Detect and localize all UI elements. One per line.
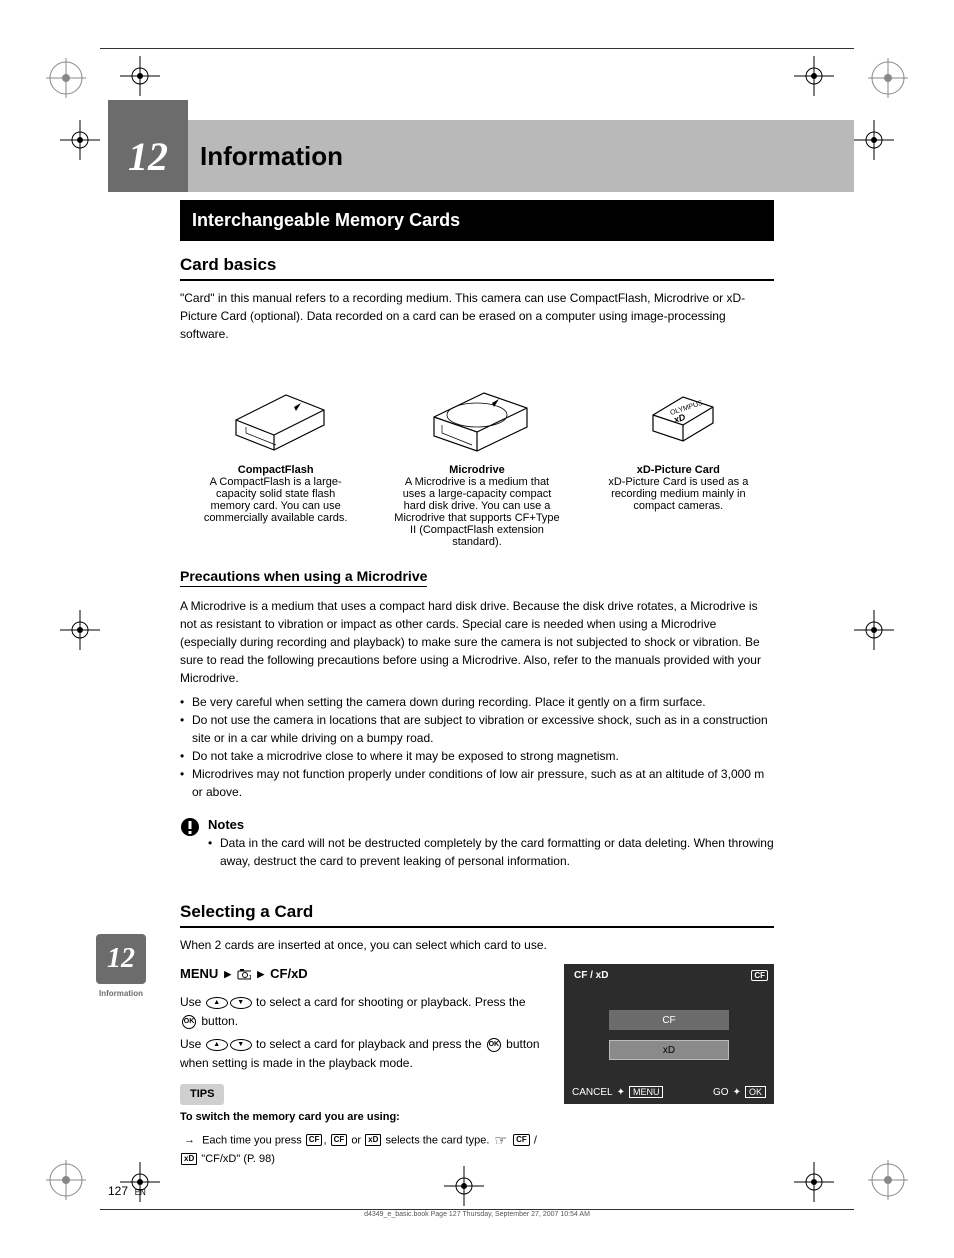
notes-title: Notes [208, 817, 774, 832]
microdrive-intro: A Microdrive is a medium that uses a com… [180, 597, 774, 687]
cf-badge-icon: CF [331, 1134, 348, 1146]
crop-mark-icon [46, 1160, 86, 1200]
crop-mark-icon [60, 120, 100, 160]
lcd-screen: CF / xD CF CF xD CANCEL✦MENU GO✦OK [564, 964, 774, 1104]
microdrive-subhead: Precautions when using a Microdrive [180, 568, 427, 587]
bullet-item: Microdrives may not function properly un… [180, 765, 774, 801]
notes-block: Notes Data in the card will not be destr… [180, 817, 774, 870]
crop-mark-icon [794, 1162, 834, 1202]
ok-button-icon: OK [487, 1038, 501, 1052]
xd-card-icon: OLYMPUS xD [633, 375, 723, 455]
notes-body: Data in the card will not be destructed … [208, 834, 774, 870]
chapter-number: 12 [108, 120, 188, 192]
card-name: CompactFlash [238, 464, 314, 476]
chevron-right-icon: ▶ [224, 967, 231, 981]
chevron-right-icon: ▶ [257, 967, 264, 981]
lcd-title: CF / xD [574, 970, 608, 981]
cf-badge-icon: CF [306, 1134, 323, 1146]
card-desc: A Microdrive is a medium that uses a lar… [392, 476, 562, 548]
camera-menu-icon: 1 [237, 969, 251, 979]
down-dpad-icon: ▼ [230, 1039, 252, 1051]
step-line: Use ▲▼ to select a card for playback and… [180, 1035, 546, 1073]
card-figure-row: CompactFlash A CompactFlash is a large-c… [180, 375, 774, 548]
tips-body: → Each time you press CF, CF or xD selec… [180, 1130, 546, 1168]
chapter-tab-extend [108, 100, 188, 120]
crop-mark-icon [854, 120, 894, 160]
tips-tag: TIPS [180, 1084, 224, 1106]
cf-badge-icon: CF [513, 1134, 530, 1146]
ok-button-icon: OK [182, 1015, 196, 1029]
compactflash-figure: CompactFlash A CompactFlash is a large-c… [201, 375, 351, 548]
section-heading-select: Selecting a Card [180, 888, 774, 928]
lcd-option-selected: xD [609, 1040, 729, 1060]
card-desc: xD-Picture Card is used as a recording m… [603, 476, 753, 512]
compactflash-icon [216, 375, 336, 455]
crop-frame [100, 48, 854, 49]
chapter-title: Information [188, 120, 343, 192]
select-intro: When 2 cards are inserted at once, you c… [180, 936, 774, 954]
page-number: 127 EN [108, 1184, 146, 1198]
print-footer: d4349_e_basic.book Page 127 Thursday, Se… [0, 1211, 954, 1218]
xd-badge-icon: xD [181, 1153, 197, 1165]
up-dpad-icon: ▲ [206, 997, 228, 1009]
reference-icon: ☞ [494, 1132, 507, 1148]
menu-breadcrumb: MENU ▶ 1 ▶ CF/xD [180, 964, 546, 985]
crop-mark-icon [868, 58, 908, 98]
crop-mark-icon [868, 1160, 908, 1200]
menu-label: MENU [180, 964, 218, 985]
side-tab-number: 12 [96, 934, 146, 984]
step-line: Use ▲▼ to select a card for shooting or … [180, 993, 546, 1031]
card-name: xD-Picture Card [637, 464, 720, 476]
menu-item-label: CF/xD [270, 964, 308, 985]
crop-mark-icon [444, 1166, 484, 1206]
arrow-right-icon: → [184, 1134, 195, 1146]
microdrive-figure: Microdrive A Microdrive is a medium that… [392, 375, 562, 548]
xd-badge-icon: xD [365, 1134, 381, 1146]
bullet-item: Do not take a microdrive close to where … [180, 747, 774, 765]
crop-mark-icon [46, 58, 86, 98]
section-heading-basics: Card basics [180, 241, 774, 281]
bullet-item: Be very careful when setting the camera … [180, 693, 774, 711]
card-desc: A CompactFlash is a large-capacity solid… [201, 476, 351, 524]
chapter-header: 12 Information [108, 120, 854, 192]
basics-intro: "Card" in this manual refers to a record… [180, 289, 774, 343]
crop-mark-icon [854, 610, 894, 650]
crop-mark-icon [60, 610, 100, 650]
lcd-footer-go: GO✦OK [713, 1086, 766, 1098]
notes-icon [180, 817, 200, 870]
up-dpad-icon: ▲ [206, 1039, 228, 1051]
card-name: Microdrive [449, 464, 505, 476]
side-tab-label: Information [96, 990, 146, 999]
crop-mark-icon [794, 56, 834, 96]
lcd-footer-cancel: CANCEL✦MENU [572, 1086, 663, 1098]
lcd-option: CF [609, 1010, 729, 1030]
tips-head: To switch the memory card you are using: [180, 1109, 546, 1126]
down-dpad-icon: ▼ [230, 997, 252, 1009]
xd-figure: OLYMPUS xD xD-Picture Card xD-Picture Ca… [603, 375, 753, 548]
microdrive-icon [412, 375, 542, 455]
crop-mark-icon [120, 56, 160, 96]
topic-bar: Interchangeable Memory Cards [180, 200, 774, 241]
crop-frame [100, 1209, 854, 1210]
bullet-item: Do not use the camera in locations that … [180, 711, 774, 747]
lcd-card-indicator: CF [751, 970, 768, 981]
svg-text:1: 1 [249, 975, 251, 980]
